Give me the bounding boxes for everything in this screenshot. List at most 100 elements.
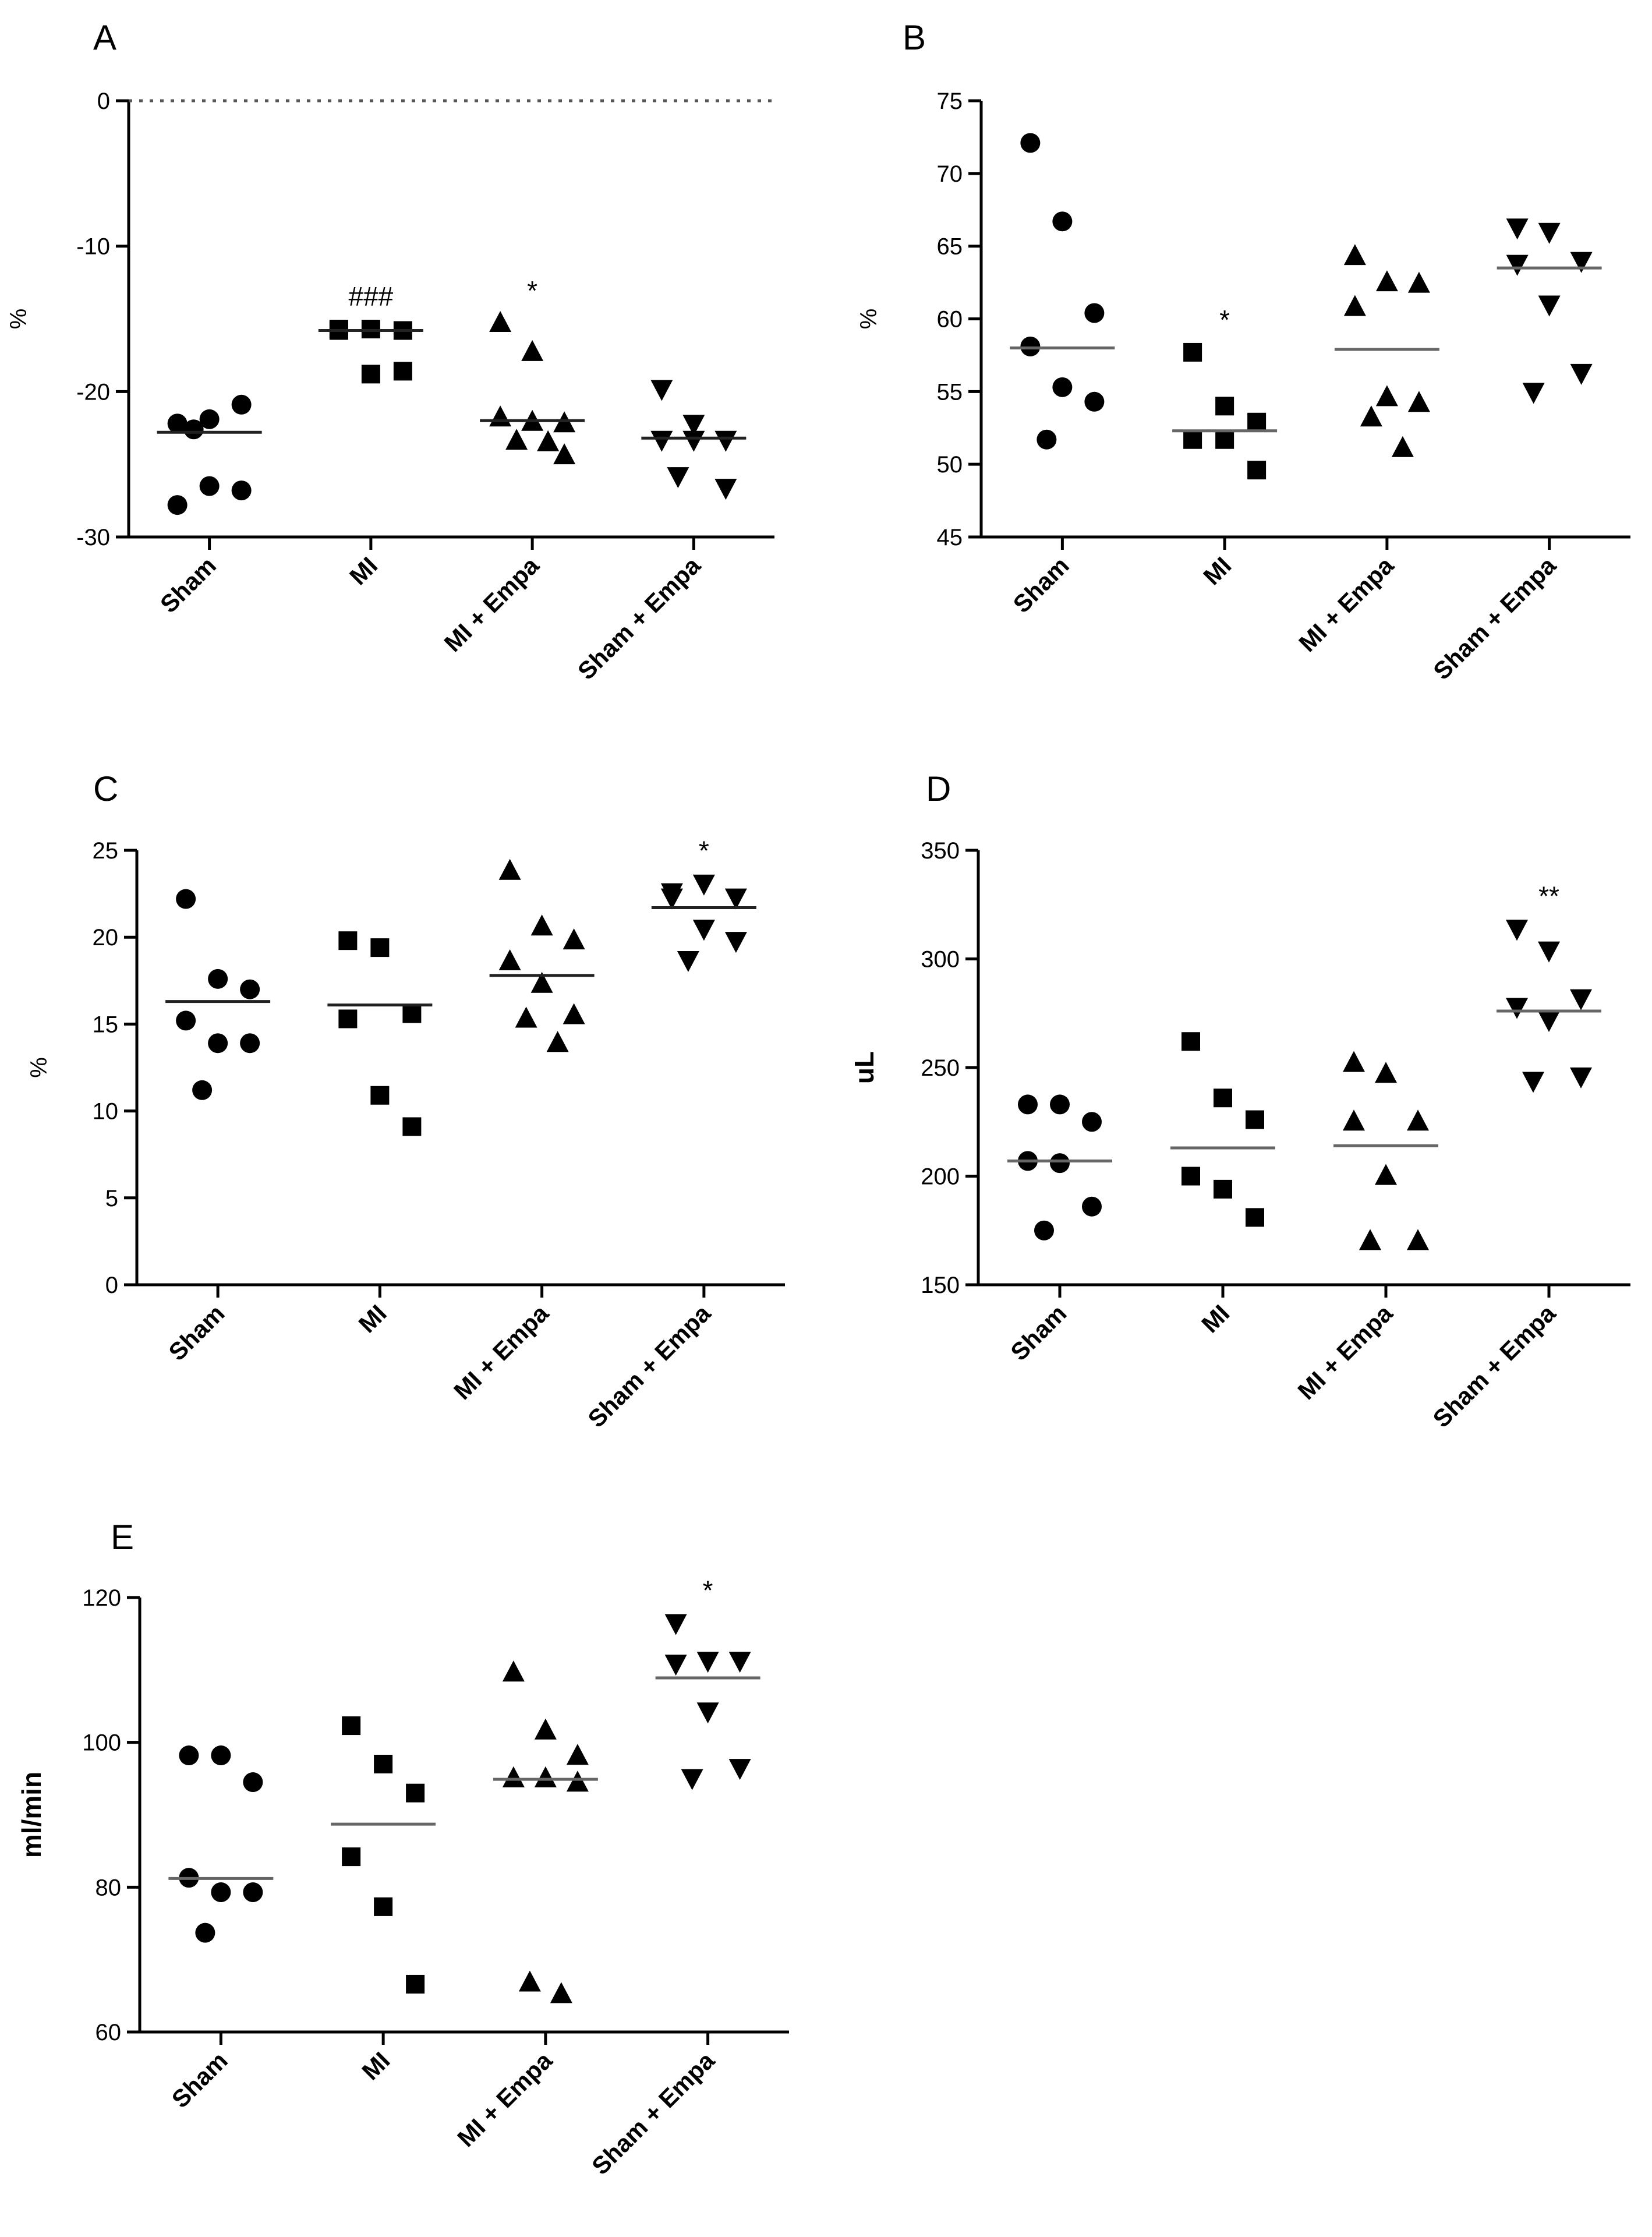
y-tick-label: 15	[93, 1012, 119, 1037]
data-point-sham	[1082, 1196, 1102, 1217]
data-point-sham	[199, 476, 220, 496]
y-tick-label: 0	[105, 1273, 118, 1298]
panel-b: B 45 50 55 60 65 70 75% Sham MI MI + Empa Sham + Em…	[856, 18, 1630, 685]
data-point-mi-empa	[1343, 244, 1366, 266]
data-point-mi-empa	[1407, 391, 1430, 412]
significance-marker: **	[1538, 881, 1559, 911]
data-point-mi	[338, 931, 358, 950]
data-point-sham-empa	[1506, 920, 1528, 941]
y-tick-label: 20	[93, 925, 119, 950]
data-point-sham	[243, 1772, 263, 1793]
data-point-mi-empa	[530, 914, 553, 936]
significance-marker: *	[703, 1575, 713, 1606]
y-tick-label: 300	[921, 947, 960, 973]
data-point-mi-empa	[1375, 1164, 1397, 1185]
x-category-label: Sham + Empa	[582, 1299, 716, 1433]
data-point-mi-empa	[1407, 271, 1430, 293]
data-point-sham	[240, 979, 260, 999]
y-tick-label: 0	[97, 89, 110, 114]
data-point-sham	[176, 1010, 196, 1031]
x-category-label: MI	[1198, 552, 1236, 590]
data-point-sham-empa	[667, 467, 689, 489]
data-point-sham-empa	[664, 1614, 687, 1635]
data-point-mi-empa	[1375, 1062, 1397, 1083]
data-point-sham	[179, 1745, 199, 1766]
data-point-mi	[1247, 461, 1267, 480]
data-point-mi-empa	[563, 928, 585, 950]
panel-a: A 0 -10 -20 -30% Sham MI MI + Empa Sham + Empa ##…	[6, 18, 774, 685]
data-point-mi-empa	[515, 1006, 537, 1028]
data-point-mi-empa	[546, 1031, 569, 1052]
data-point-sham-empa	[1538, 941, 1560, 963]
x-category-label: MI + Empa	[452, 2047, 557, 2152]
data-point-mi	[1214, 1179, 1232, 1199]
data-point-mi	[1246, 1208, 1264, 1227]
data-point-sham	[1084, 391, 1105, 412]
data-point-sham-empa	[692, 874, 715, 896]
y-axis-label: %	[856, 309, 882, 330]
data-point-mi	[1183, 430, 1202, 449]
data-point-sham	[1052, 211, 1073, 232]
data-point-sham-empa	[660, 888, 683, 910]
y-tick-label: 10	[93, 1099, 119, 1125]
data-point-sham-empa	[664, 1655, 687, 1676]
data-point-sham-empa	[1506, 255, 1529, 276]
data-point-mi	[1246, 1110, 1264, 1129]
y-tick-label: 60	[95, 2020, 122, 2045]
y-tick-label: -10	[76, 234, 110, 260]
y-tick-label: 75	[937, 89, 963, 114]
data-point-mi-empa	[530, 971, 553, 993]
y-tick-label: 250	[921, 1055, 960, 1081]
y-tick-label: 65	[937, 234, 963, 260]
x-category-label: MI + Empa	[448, 1299, 554, 1405]
data-point-mi-empa	[1407, 1229, 1429, 1250]
data-point-sham	[1034, 1220, 1054, 1241]
data-point-sham-empa	[1522, 383, 1545, 404]
data-point-mi	[406, 1974, 425, 1994]
data-point-sham-empa	[728, 1652, 751, 1673]
data-point-mi	[338, 1009, 358, 1029]
data-point-mi-empa	[1343, 1109, 1365, 1131]
y-tick-label: 350	[921, 838, 960, 864]
data-point-mi-empa	[553, 443, 576, 465]
data-point-mi-empa	[1343, 1051, 1365, 1072]
data-point-sham	[243, 1882, 263, 1903]
data-point-sham-empa	[1506, 998, 1528, 1019]
panel-letter: D	[926, 769, 951, 808]
significance-marker: ###	[349, 281, 394, 312]
data-point-sham-empa	[650, 430, 673, 452]
x-category-label: MI + Empa	[1293, 552, 1399, 657]
y-tick-label: 60	[937, 307, 963, 333]
x-category-label: MI + Empa	[1292, 1299, 1398, 1405]
x-category-label: Sham + Empa	[1428, 552, 1561, 685]
data-point-mi	[1215, 397, 1234, 416]
data-point-sham	[1050, 1153, 1070, 1174]
data-point-mi-empa	[563, 1003, 585, 1024]
data-point-mi-empa	[498, 949, 521, 970]
data-point-sham	[1082, 1112, 1102, 1132]
data-point-mi	[406, 1783, 425, 1803]
data-point-mi	[374, 1897, 393, 1916]
data-point-sham	[195, 1923, 215, 1943]
data-point-mi	[402, 1117, 422, 1136]
data-point-sham	[1020, 133, 1041, 153]
y-tick-label: 70	[937, 161, 963, 187]
data-point-mi-empa	[1359, 1229, 1381, 1250]
data-point-mi	[1214, 1089, 1232, 1108]
x-category-label: MI	[344, 552, 383, 590]
x-category-label: MI + Empa	[439, 552, 544, 657]
y-tick-label: 45	[937, 525, 963, 550]
data-point-sham-empa	[1570, 1067, 1592, 1089]
x-category-label: Sham + Empa	[1428, 1299, 1561, 1433]
data-point-sham-empa	[696, 1652, 719, 1673]
data-point-sham	[211, 1745, 231, 1766]
x-category-label: Sham + Empa	[586, 2047, 720, 2180]
panel-letter: E	[111, 1518, 134, 1557]
significance-marker: *	[1219, 305, 1230, 335]
data-point-mi	[374, 1754, 393, 1773]
data-point-mi-empa	[1407, 1109, 1429, 1131]
data-point-sham-empa	[714, 479, 737, 500]
data-point-sham-empa	[696, 1702, 719, 1724]
data-point-sham	[1037, 429, 1057, 450]
data-point-sham	[231, 394, 252, 415]
